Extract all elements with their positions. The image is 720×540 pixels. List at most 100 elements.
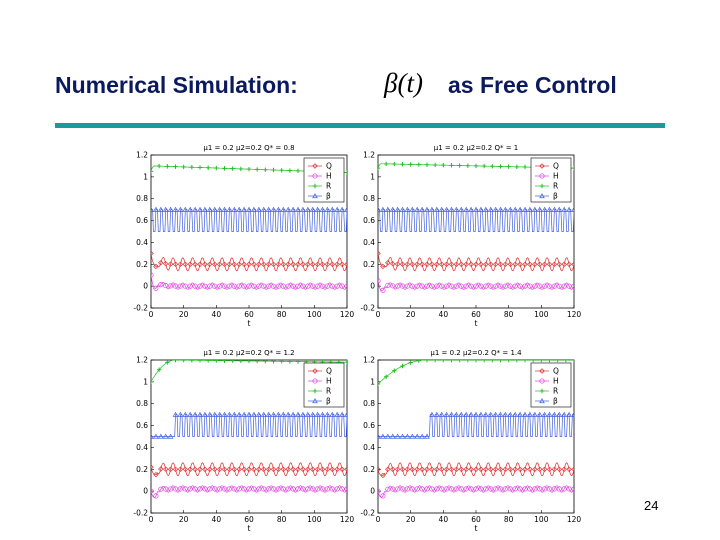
series-marker-beta xyxy=(197,411,203,417)
series-marker-Q xyxy=(261,261,267,267)
legend-label-Q: Q xyxy=(326,367,332,376)
series-marker-beta xyxy=(202,411,208,417)
series-marker-beta xyxy=(522,411,528,417)
series-marker-H xyxy=(502,283,508,289)
legend-label-beta: β xyxy=(326,192,331,201)
series-marker-H xyxy=(488,486,494,492)
series-marker-beta xyxy=(344,206,347,212)
series-marker-H xyxy=(168,486,174,492)
series-marker-Q xyxy=(256,261,262,267)
series-marker-Q xyxy=(419,466,425,472)
legend-box xyxy=(530,157,572,203)
x-tick-label: 120 xyxy=(340,310,355,319)
series-marker-Q xyxy=(305,466,311,472)
series-marker-Q xyxy=(468,466,474,472)
series-marker-H xyxy=(202,283,208,289)
series-marker-beta xyxy=(532,411,538,417)
y-tick-label: 0 xyxy=(143,487,148,496)
series-marker-R xyxy=(481,163,487,169)
series-marker-H xyxy=(212,486,218,492)
series-marker-H xyxy=(172,486,179,492)
series-marker-beta xyxy=(187,206,193,212)
series-marker-Q xyxy=(434,261,440,267)
series-marker-H xyxy=(334,486,340,492)
y-tick-label: 1.2 xyxy=(136,151,148,160)
series-marker-H xyxy=(251,283,257,289)
series-marker-H xyxy=(414,283,420,289)
series-marker-Q xyxy=(202,261,208,267)
series-marker-Q xyxy=(314,466,321,472)
series-marker-R xyxy=(547,360,552,363)
series-marker-beta xyxy=(463,206,469,212)
series-marker-beta xyxy=(419,206,425,212)
plot-area xyxy=(151,163,347,291)
series-marker-H xyxy=(324,283,330,289)
series-marker-R xyxy=(254,360,260,364)
series-marker-beta xyxy=(492,411,499,417)
series-marker-beta xyxy=(207,411,213,417)
series-marker-H xyxy=(236,283,242,289)
series-marker-H xyxy=(493,283,499,289)
series-marker-H xyxy=(527,283,533,289)
series-marker-Q xyxy=(512,466,518,472)
series-marker-Q xyxy=(158,466,164,472)
x-tick-label: 40 xyxy=(439,515,449,524)
legend-label-R: R xyxy=(326,387,331,396)
series-marker-Q xyxy=(163,466,169,472)
series-marker-Q xyxy=(300,466,306,472)
series-marker-H xyxy=(226,486,232,492)
series-marker-beta xyxy=(468,206,474,212)
series-marker-H xyxy=(444,283,450,289)
series-marker-beta xyxy=(300,411,306,417)
series-marker-R xyxy=(238,166,244,172)
series-marker-H xyxy=(532,283,538,289)
series-marker-H xyxy=(231,486,237,492)
series-marker-H xyxy=(275,283,281,289)
series-marker-beta xyxy=(551,206,558,212)
series-marker-H xyxy=(385,282,391,288)
series-marker-beta xyxy=(260,206,267,212)
series-marker-beta xyxy=(309,411,316,417)
series-marker-beta xyxy=(434,206,440,212)
series-marker-R xyxy=(181,360,186,363)
series-marker-Q xyxy=(339,261,345,267)
series-marker-H xyxy=(380,287,386,293)
series-marker-Q xyxy=(439,261,445,267)
series-line-H xyxy=(151,485,347,498)
series-marker-Q xyxy=(231,261,237,267)
series-marker-H xyxy=(158,486,164,492)
series-marker-beta xyxy=(221,206,228,212)
legend-label-H: H xyxy=(326,377,332,386)
series-marker-H xyxy=(424,486,430,492)
series-marker-H xyxy=(537,283,543,289)
series-marker-beta xyxy=(167,433,174,439)
series-marker-beta xyxy=(546,411,553,417)
series-marker-H xyxy=(151,488,154,494)
panel-title: μ1 = 0.2 μ2=0.2 Q* = 0.8 xyxy=(203,144,294,152)
series-marker-H xyxy=(468,283,474,289)
series-marker-H xyxy=(502,486,508,492)
series-marker-R xyxy=(230,166,235,171)
series-marker-beta xyxy=(541,206,548,212)
series-marker-R xyxy=(271,167,276,173)
series-line-Q xyxy=(151,462,347,477)
series-marker-R xyxy=(378,165,381,171)
series-marker-Q xyxy=(566,466,572,472)
series-marker-Q xyxy=(290,466,296,472)
series-marker-Q xyxy=(541,261,548,267)
series-marker-beta xyxy=(443,411,450,417)
series-marker-beta xyxy=(211,206,218,212)
series-marker-H xyxy=(395,283,401,289)
series-marker-Q xyxy=(556,466,562,472)
series-marker-Q xyxy=(394,466,401,472)
series-marker-beta xyxy=(211,411,218,417)
y-tick-label: 0.8 xyxy=(363,399,375,408)
legend-label-H: H xyxy=(326,172,332,181)
series-marker-beta xyxy=(207,206,213,212)
series-marker-H xyxy=(339,486,345,492)
series-marker-R xyxy=(441,360,446,363)
series-marker-beta xyxy=(443,206,450,212)
series-marker-H xyxy=(256,486,262,492)
series-marker-R xyxy=(555,360,560,363)
series-marker-H xyxy=(404,283,410,289)
